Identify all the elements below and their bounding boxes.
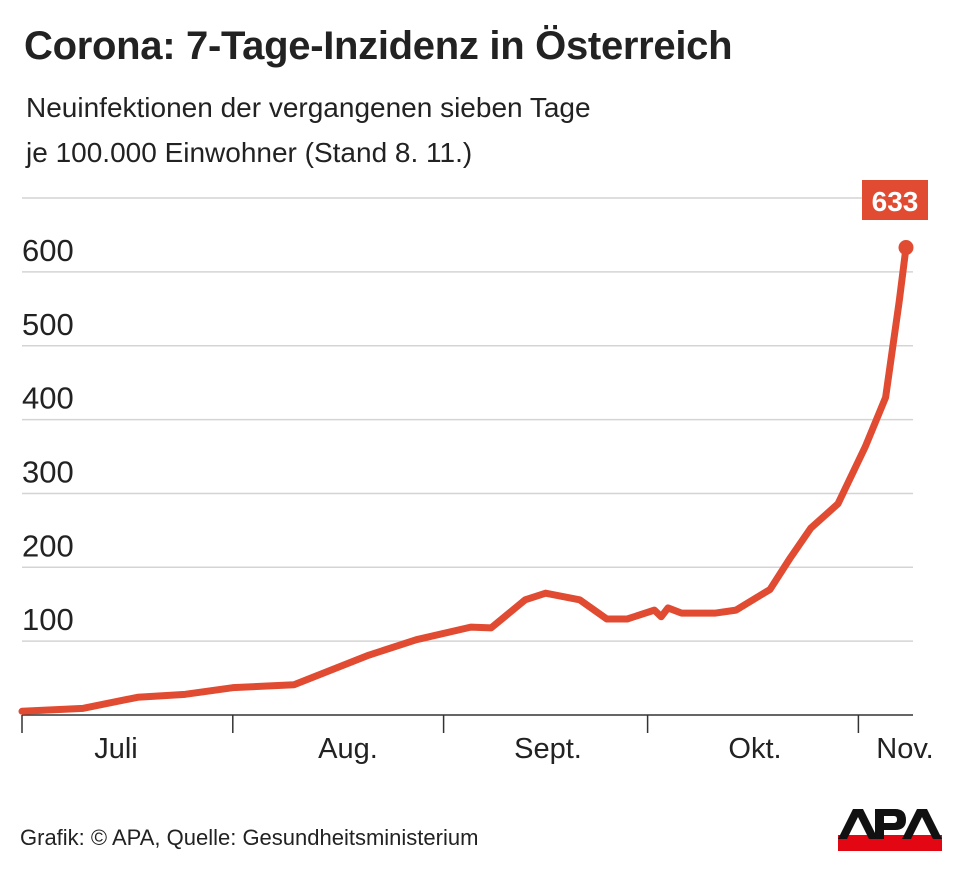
y-tick-label: 300 bbox=[22, 454, 74, 489]
x-tick-label: Okt. bbox=[728, 733, 781, 765]
y-tick-label: 100 bbox=[22, 602, 74, 637]
x-tick-label: Nov. bbox=[876, 733, 933, 765]
x-tick-label: Juli bbox=[94, 733, 138, 765]
x-tick-label: Aug. bbox=[318, 733, 378, 765]
y-tick-label: 400 bbox=[22, 381, 74, 416]
x-tick-label: Sept. bbox=[514, 733, 582, 765]
y-tick-label: 500 bbox=[22, 307, 74, 342]
chart-subtitle-line-2: je 100.000 Einwohner (Stand 8. 11.) bbox=[26, 137, 473, 168]
chart-title: Corona: 7-Tage-Inzidenz in Österreich bbox=[24, 24, 733, 68]
chart-subtitle-line-1: Neuinfektionen der vergangenen sieben Ta… bbox=[26, 92, 591, 123]
value-label: 633 bbox=[872, 186, 919, 217]
y-tick-label: 600 bbox=[22, 233, 74, 268]
source-credit: Grafik: © APA, Quelle: Gesundheitsminist… bbox=[20, 825, 479, 850]
apa-logo bbox=[838, 809, 942, 851]
value-label-box bbox=[862, 180, 928, 220]
series-line bbox=[18, 244, 910, 715]
y-tick-label: 200 bbox=[22, 528, 74, 563]
end-point-marker bbox=[898, 240, 914, 256]
